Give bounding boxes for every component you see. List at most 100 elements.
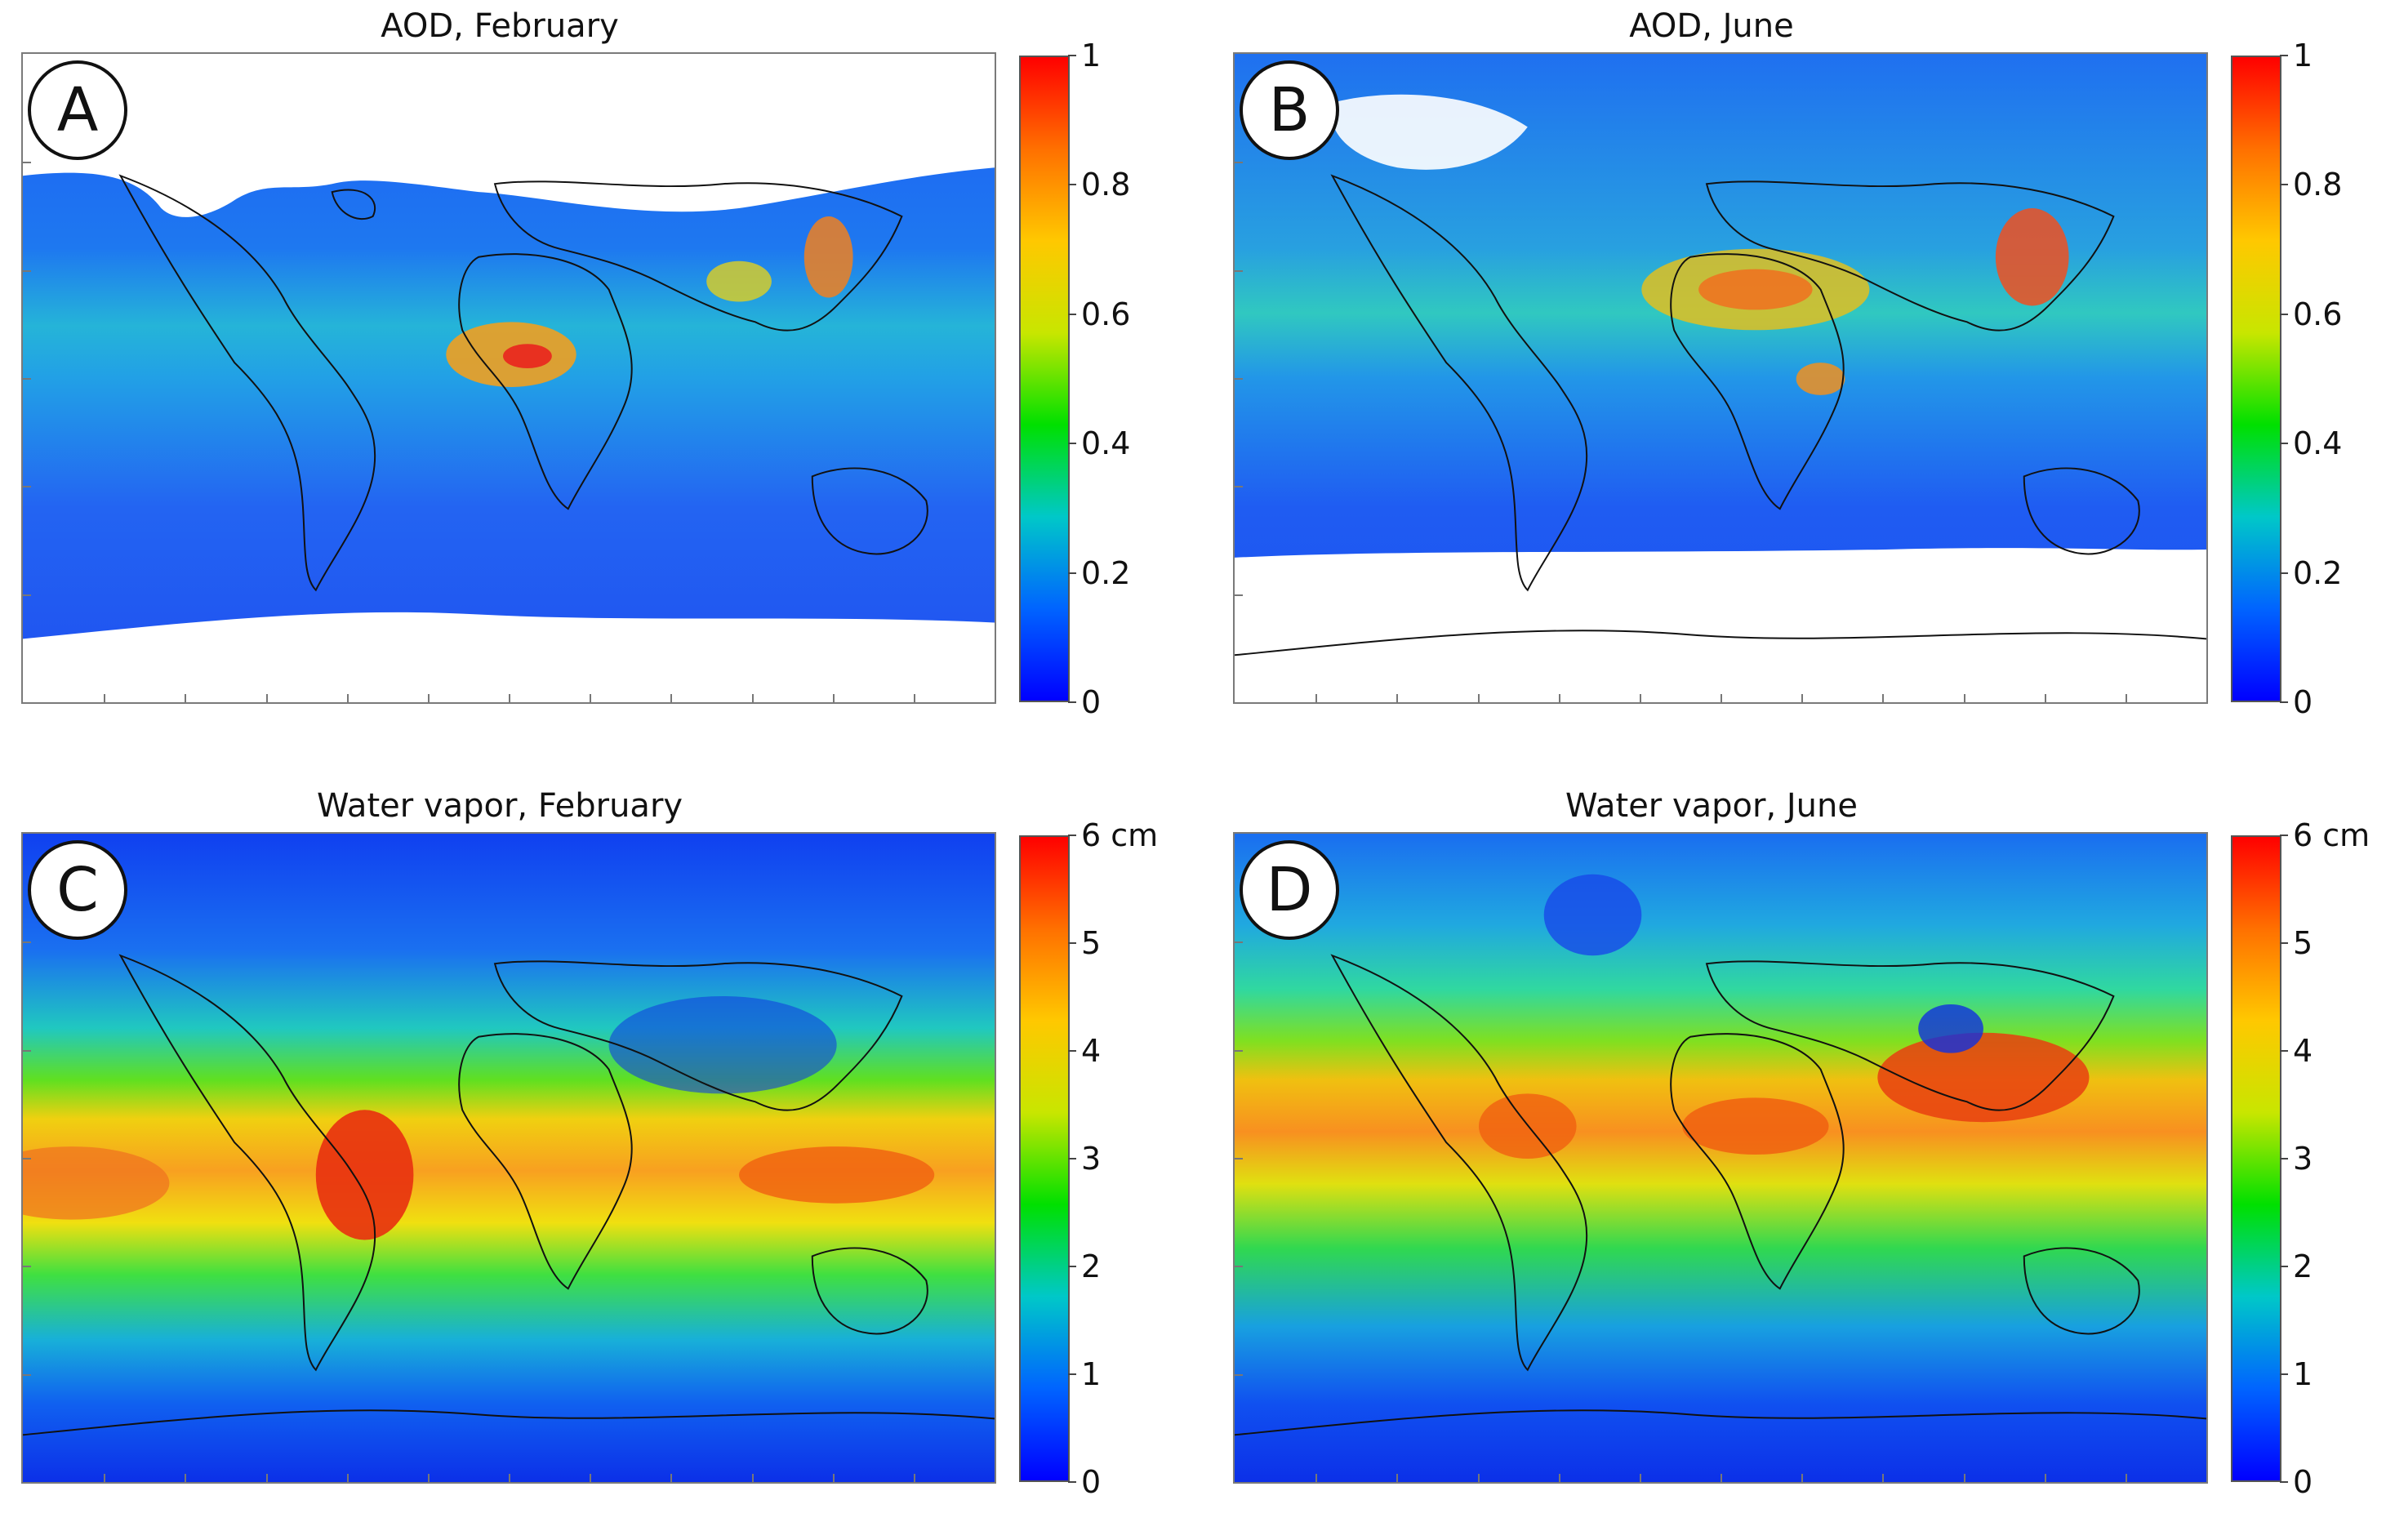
colorbar-tick-label: 0.4 [1067,425,1131,462]
colorbar [2231,835,2281,1482]
map-axis-tick [1235,1158,1243,1159]
map-axis-tick [590,694,592,702]
colorbar-tick-label: 0 [1067,684,1102,720]
map-axis-tick [2044,1474,2046,1482]
map-axis-tick [23,1158,31,1159]
colorbar-tick-label: 2 [1067,1248,1102,1284]
panel-title: AOD, June [1629,7,1794,45]
map-svg [1235,54,2206,702]
map-axis-tick [751,1474,754,1482]
colorbar-ticks: 0 0.2 0.4 0.6 0.8 1 [2279,40,2386,718]
colorbar-tick-label: 3 [2279,1141,2313,1177]
map-axis-tick [2044,694,2046,702]
colorbar-tick-label: 0 [2279,684,2313,720]
colorbar-tick-label: 0.6 [1067,296,1131,332]
map-axis-tick [1477,1474,1480,1482]
panel-badge: B [1240,60,1339,160]
map-axis-tick [751,694,754,702]
map-axis-tick [1235,1049,1243,1052]
water-vapor-february-map [21,832,996,1484]
panel-d: Water vapor, June [1212,780,2386,1540]
coastlines [1235,954,2206,1436]
map-axis-tick [427,1474,430,1482]
map-axis-tick [346,694,349,702]
map-axis-tick [1235,1266,1243,1268]
colorbar-tick-label: 5 [2279,925,2313,961]
coastlines [23,954,995,1436]
map-svg [23,54,995,702]
map-axis-tick [1315,694,1318,702]
map-axis-tick [265,1474,268,1482]
aod-june-map [1233,52,2208,704]
panel-badge: D [1240,840,1339,940]
panel-badge: C [28,840,127,940]
water-vapor-june-map [1233,832,2208,1484]
map-axis-tick [346,1474,349,1482]
map-axis-tick [1235,486,1243,488]
map-axis-tick [104,1474,106,1482]
colorbar-tick-label: 1 [1067,1356,1102,1392]
colorbar [1019,835,1070,1482]
map-axis-tick [185,1474,187,1482]
colorbar-tick-label: 0.2 [2279,554,2343,591]
colorbar-tick-label: 0.6 [2279,296,2343,332]
map-axis-tick [23,1373,31,1376]
panel-b: AOD, June [1212,0,2386,760]
map-axis-tick [1396,1474,1399,1482]
map-axis-tick [23,941,31,944]
colorbar-tick-label: 0.8 [1067,167,1131,203]
colorbar-tick-label: 4 [2279,1033,2313,1069]
colorbar-tick-label: 3 [1067,1141,1102,1177]
map-axis-tick [1882,694,1885,702]
colorbar-tick-label: 4 [1067,1033,1102,1069]
map-axis-tick [670,694,673,702]
colorbar-tick-label: 6 cm [1067,817,1159,853]
map-axis-tick [23,594,31,596]
map-axis-tick [185,694,187,702]
colorbar-tick-label: 1 [1067,38,1102,73]
map-axis-tick [509,1474,510,1482]
map-axis-tick [23,378,31,380]
map-axis-tick [2125,694,2127,702]
map-axis-tick [427,694,430,702]
map-axis-tick [832,1474,835,1482]
map-axis-tick [913,1474,915,1482]
coastlines [1235,174,2206,657]
colorbar-tick-label: 6 cm [2279,817,2370,853]
map-axis-tick [1882,1474,1885,1482]
colorbar-ticks: 0 1 2 3 4 5 6 cm [1067,820,1187,1498]
map-axis-tick [1315,1474,1318,1482]
map-axis-tick [23,162,31,164]
colorbar-tick-label: 0.8 [2279,167,2343,203]
map-axis-tick [913,694,915,702]
map-axis-tick [1477,694,1480,702]
map-axis-tick [590,1474,592,1482]
map-axis-tick [2125,1474,2127,1482]
map-axis-tick [1639,1474,1641,1482]
coastlines [118,174,928,592]
map-axis-tick [1235,378,1243,380]
colorbar [1019,56,1070,702]
map-svg [23,834,995,1482]
map-axis-tick [1963,1474,1965,1482]
map-axis-tick [1235,162,1243,164]
panel-badge: A [28,60,127,160]
map-axis-tick [509,694,510,702]
map-axis-tick [23,486,31,488]
map-axis-tick [23,1049,31,1052]
colorbar-tick-label: 1 [2279,38,2313,73]
map-axis-tick [1801,694,1804,702]
aod-february-map [21,52,996,704]
map-axis-tick [1235,269,1243,272]
map-axis-tick [1396,694,1399,702]
map-axis-tick [1801,1474,1804,1482]
map-svg [1235,834,2206,1482]
map-axis-tick [1235,594,1243,596]
colorbar-ticks: 0 0.2 0.4 0.6 0.8 1 [1067,40,1187,718]
panel-a: AOD, February [0,0,1193,760]
map-axis-tick [1235,1373,1243,1376]
map-axis-tick [832,694,835,702]
map-axis-tick [23,1266,31,1268]
map-axis-tick [104,694,106,702]
colorbar-tick-label: 5 [1067,925,1102,961]
